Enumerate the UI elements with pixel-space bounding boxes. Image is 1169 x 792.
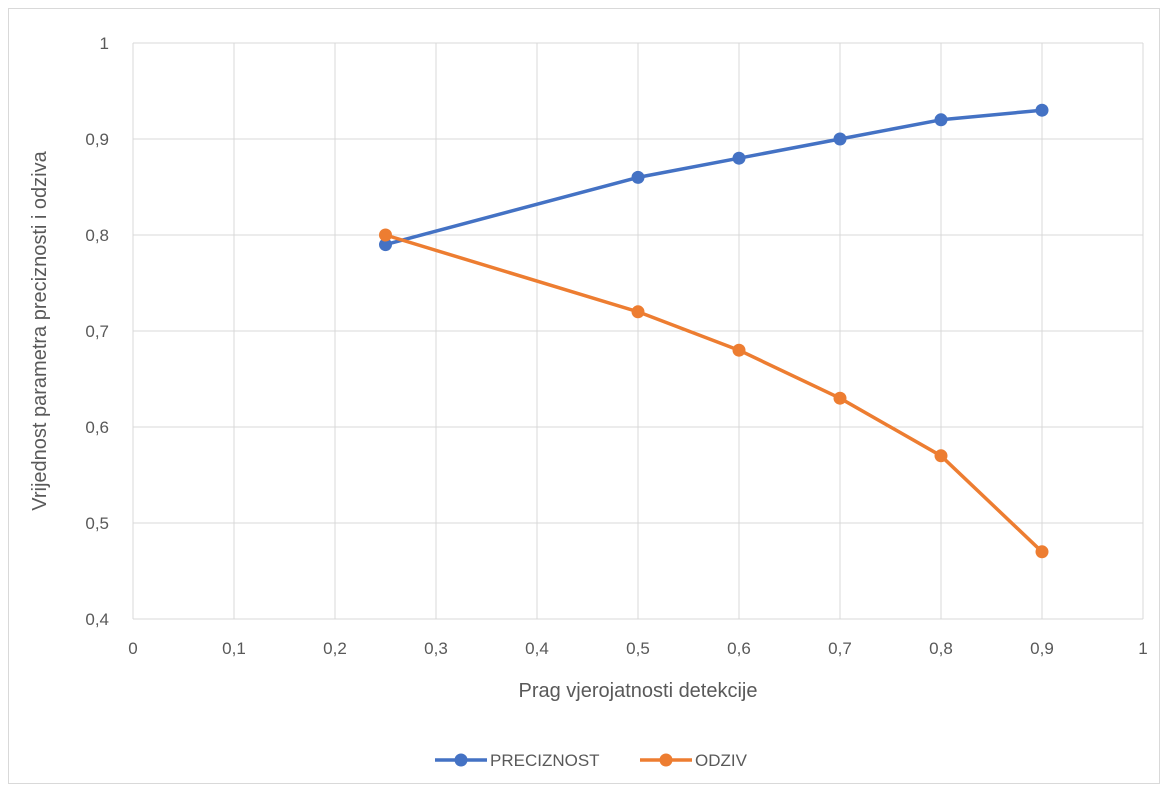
y-tick-label: 0,7 [85, 322, 109, 341]
series-preciznost [379, 103, 1049, 252]
legend-label: ODZIV [695, 751, 748, 770]
x-tick-label: 1 [1138, 639, 1147, 658]
series-line-odziv [383, 233, 1044, 554]
legend-label: PRECIZNOST [490, 751, 600, 770]
x-tick-label: 0,4 [525, 639, 549, 658]
x-tick-label: 0,6 [727, 639, 751, 658]
series-odziv [379, 228, 1049, 559]
x-tick-label: 0,8 [929, 639, 953, 658]
y-tick-label: 0,6 [85, 418, 109, 437]
chart-frame [8, 8, 1160, 784]
x-tick-label: 0,5 [626, 639, 650, 658]
data-point-preciznost [631, 170, 645, 184]
y-tick-label: 0,9 [85, 130, 109, 149]
data-point-odziv [732, 343, 746, 357]
data-point-preciznost [1035, 103, 1049, 117]
y-axis-ticks: 0,4 0,5 0,6 0,7 0,8 0,9 1 [85, 34, 109, 629]
grid [132, 42, 1144, 620]
y-axis-title: Vrijednost parametra preciznosti i odziv… [29, 150, 51, 510]
data-point-preciznost [379, 238, 392, 252]
data-point-odziv [631, 305, 645, 319]
y-tick-label: 0,4 [85, 610, 109, 629]
legend-marker [454, 753, 468, 767]
data-point-odziv [833, 391, 847, 405]
series [379, 103, 1049, 559]
x-axis-title: Prag vjerojatnosti detekcije [518, 680, 757, 702]
legend-item-preciznost: PRECIZNOST [435, 751, 600, 770]
legend: PRECIZNOST ODZIV [435, 751, 748, 770]
x-tick-label: 0,7 [828, 639, 852, 658]
data-point-odziv [1035, 545, 1049, 559]
series-line-preciznost [383, 108, 1044, 247]
legend-marker [659, 753, 673, 767]
data-point-odziv [379, 228, 392, 242]
y-tick-label: 1 [100, 34, 109, 53]
x-tick-label: 0,2 [323, 639, 347, 658]
data-point-preciznost [934, 113, 948, 127]
x-tick-label: 0,3 [424, 639, 448, 658]
legend-item-odziv: ODZIV [640, 751, 748, 770]
x-tick-label: 0,1 [222, 639, 246, 658]
y-tick-label: 0,8 [85, 226, 109, 245]
x-tick-label: 0 [128, 639, 137, 658]
x-tick-label: 0,9 [1030, 639, 1054, 658]
data-point-odziv [934, 449, 948, 463]
data-point-preciznost [732, 151, 746, 165]
y-tick-label: 0,5 [85, 514, 109, 533]
x-axis-ticks: 0 0,1 0,2 0,3 0,4 0,5 0,6 0,7 0,8 0,9 1 [128, 639, 1147, 658]
data-point-preciznost [833, 132, 847, 146]
